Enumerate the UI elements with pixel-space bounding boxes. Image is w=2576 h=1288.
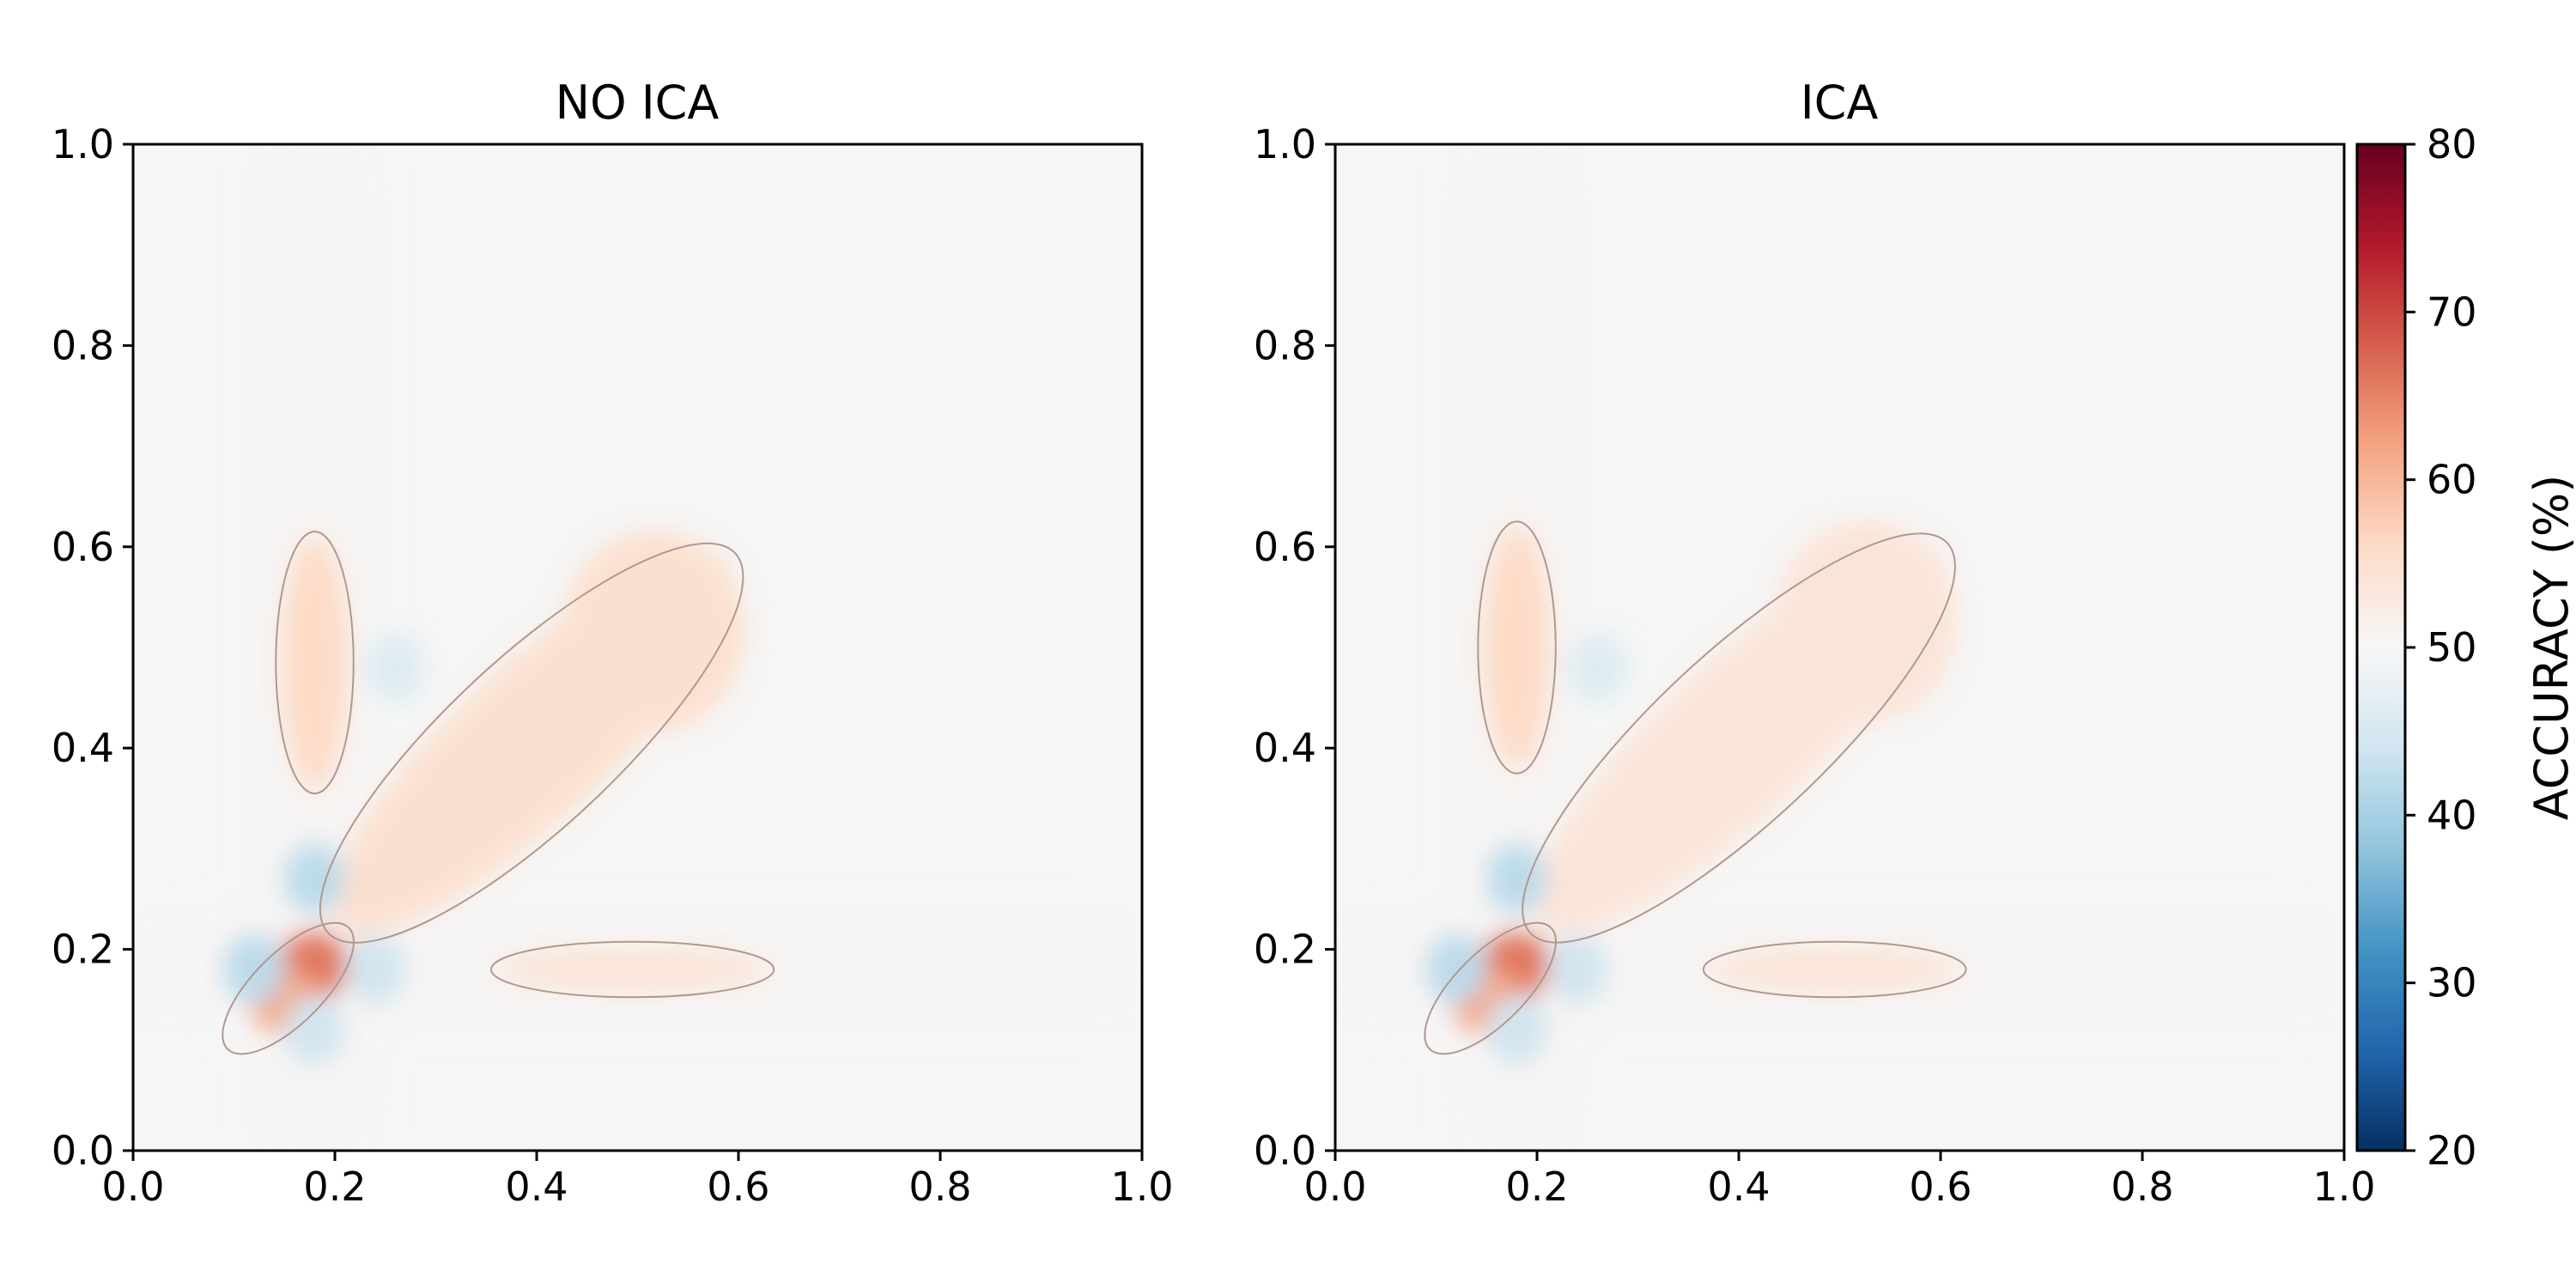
- colorbar-tick-label: 20: [2427, 1127, 2477, 1174]
- x-tick-label: 0.2: [1505, 1163, 1568, 1210]
- contour-line: [490, 940, 775, 999]
- colorbar-label: ACCURACY (%): [2524, 475, 2576, 821]
- colorbar-tick-label: 80: [2427, 121, 2477, 167]
- colorbar-gradient: [2357, 144, 2405, 1151]
- contour-line: [1477, 520, 1557, 775]
- contour-line: [222, 921, 355, 1055]
- heatmap-trough: [1567, 632, 1628, 703]
- heatmap-trough: [365, 632, 426, 703]
- x-tick-label: 0.8: [2111, 1163, 2173, 1210]
- y-tick-label: 1.0: [1254, 121, 1316, 167]
- colorbar: 20 30 40 50 60 70 80 ACCURACY (%): [2355, 121, 2576, 1174]
- plot-frame: [1334, 143, 2346, 1152]
- heatmap-panel-ica: ICA 0.0 0.2 0.4 0.6 0.8 1.0 0.0 0.2 0.4 0.6 0.8 1.…: [1254, 76, 2376, 1210]
- x-tick-label: 1.0: [2312, 1163, 2375, 1210]
- x-tick-label: 0.4: [1707, 1163, 1770, 1210]
- x-axis-ticks: 0.0 0.2 0.4 0.6 0.8 1.0: [1303, 1151, 2376, 1210]
- x-axis-ticks: 0.0 0.2 0.4 0.6 0.8 1.0: [101, 1151, 1174, 1210]
- heatmap-marks: [1335, 144, 2344, 1151]
- contour-lines: [1424, 520, 1967, 1055]
- x-tick-label: 0.6: [1909, 1163, 1971, 1210]
- heatmap-band: [281, 537, 349, 789]
- contour-line: [1702, 940, 1967, 999]
- heatmap-trough: [1486, 843, 1547, 914]
- heatmap-trough: [284, 994, 345, 1066]
- y-tick-label: 0.2: [52, 927, 114, 973]
- x-tick-label: 0.2: [303, 1163, 366, 1210]
- y-tick-label: 0.4: [1254, 725, 1316, 771]
- heatmap-band: [496, 947, 769, 992]
- heatmap-marks: [133, 144, 1142, 1151]
- heatmap-trough: [1486, 994, 1547, 1066]
- x-tick-label: 0.0: [1303, 1163, 1366, 1210]
- heatmap-trough: [1546, 934, 1608, 1005]
- y-tick-label: 0.2: [1254, 927, 1316, 973]
- plot-frame: [131, 143, 1144, 1152]
- contour-lines: [222, 531, 775, 1055]
- colorbar-tick-label: 60: [2427, 457, 2477, 503]
- contour-line: [319, 542, 744, 944]
- contour-line: [275, 531, 355, 795]
- x-tick-label: 0.0: [101, 1163, 164, 1210]
- heatmap-band: [1775, 520, 1957, 722]
- heatmap-trough: [223, 934, 285, 1005]
- heatmap-trough: [284, 843, 345, 914]
- y-tick-label: 0.4: [52, 725, 114, 771]
- y-tick-label: 0.0: [52, 1127, 114, 1174]
- heatmap-band: [562, 531, 744, 732]
- heatmap-panel-no-ica: NO ICA 0.0 0.2 0.4 0.6 0.8 1.0 0.00.20.40.60.…: [52, 76, 1174, 1210]
- panel-title: ICA: [1801, 76, 1879, 130]
- colorbar-tick-label: 40: [2427, 792, 2477, 838]
- heatmap-trough: [1425, 934, 1487, 1005]
- heatmap-trough: [344, 934, 406, 1005]
- x-tick-label: 0.6: [707, 1163, 769, 1210]
- heatmap-band: [1708, 947, 1961, 992]
- y-tick-label: 0.0: [1254, 1127, 1316, 1174]
- x-tick-label: 0.4: [505, 1163, 568, 1210]
- y-tick-label: 0.8: [1254, 322, 1316, 368]
- colorbar-tick-label: 50: [2427, 624, 2477, 671]
- y-axis-ticks: 0.0 0.2 0.4 0.6 0.8 1.0: [1254, 121, 1335, 1174]
- y-tick-label: 0.6: [52, 524, 114, 570]
- x-tick-label: 0.8: [908, 1163, 971, 1210]
- colorbar-ticks: 20 30 40 50 60 70 80: [2405, 121, 2477, 1174]
- contour-line: [1424, 921, 1557, 1055]
- y-tick-label: 0.8: [52, 322, 114, 368]
- y-tick-label: 1.0: [52, 121, 114, 167]
- colorbar-tick-label: 70: [2427, 289, 2477, 335]
- contour-line: [1522, 532, 1956, 944]
- y-axis-ticks: 0.0 0.2 0.4 0.6 0.8 1.0: [52, 121, 133, 1174]
- panel-title: NO ICA: [556, 76, 720, 130]
- heatmap-band: [1483, 526, 1551, 769]
- x-tick-label: 1.0: [1110, 1163, 1173, 1210]
- colorbar-tick-label: 30: [2427, 960, 2477, 1006]
- y-tick-label: 0.6: [1254, 524, 1316, 570]
